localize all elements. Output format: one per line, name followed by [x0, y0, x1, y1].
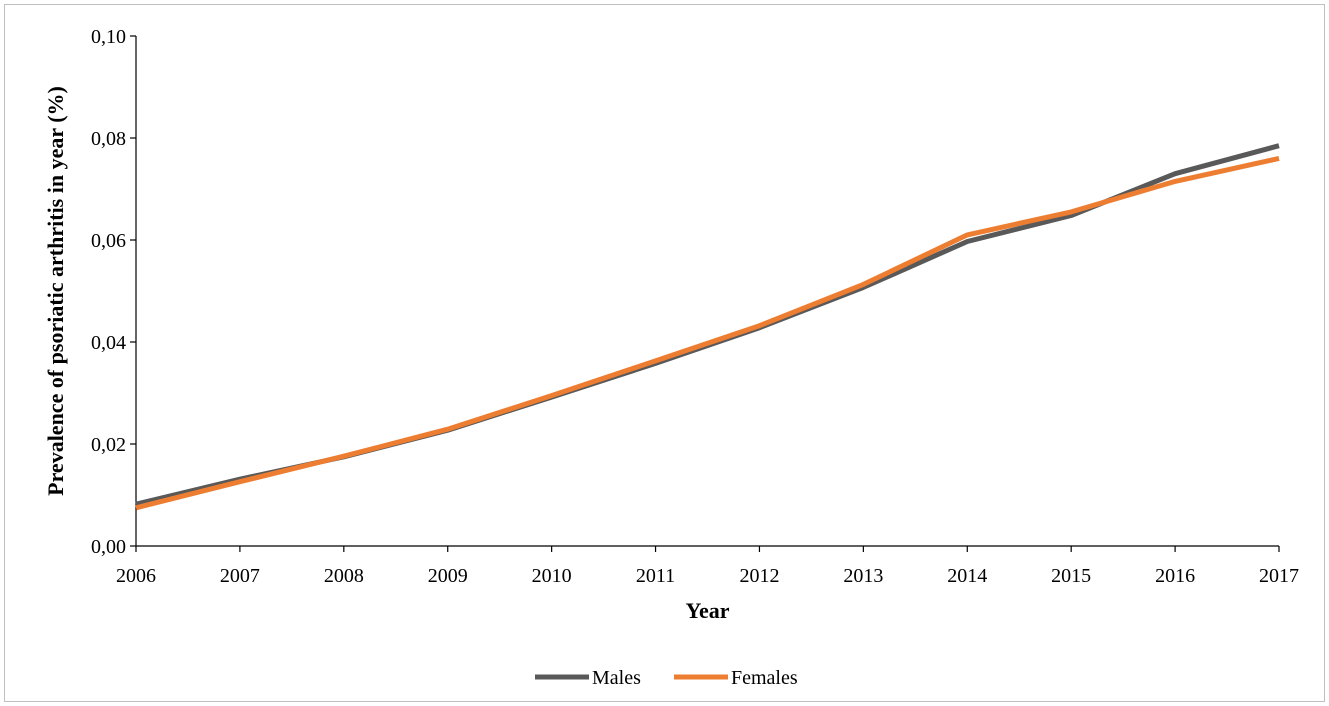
- x-tick-label: 2017: [1259, 565, 1299, 587]
- x-tick-label: 2012: [739, 565, 779, 587]
- x-tick-label: 2016: [1155, 565, 1195, 587]
- x-tick-labels: 2006 2007 2008 2009 2010 2011 2012 2013 2014 2015…: [116, 565, 1299, 587]
- legend: Males Females: [535, 667, 798, 689]
- legend-item-females: Females: [674, 667, 798, 689]
- y-tick-label: 0,02: [91, 434, 126, 456]
- y-axis-title: Prevalence of psoriatic arthritis in yea…: [43, 86, 68, 496]
- legend-label: Males: [592, 667, 641, 689]
- x-tick-label: 2010: [532, 565, 572, 587]
- y-tick-label: 0,04: [91, 332, 126, 354]
- y-tick-label: 0,10: [91, 26, 126, 48]
- x-tick-label: 2013: [843, 565, 883, 587]
- x-tick-label: 2014: [947, 565, 987, 587]
- y-tick-labels: 0,00 0,02 0,04 0,06 0,08 0,10: [91, 26, 126, 558]
- x-tick-label: 2008: [324, 565, 364, 587]
- x-axis-title: Year: [686, 598, 730, 623]
- x-tick-label: 2006: [116, 565, 156, 587]
- x-tick-label: 2015: [1051, 565, 1091, 587]
- chart-frame: [4, 4, 1325, 702]
- legend-label: Females: [731, 667, 798, 689]
- x-tick-label: 2011: [636, 565, 675, 587]
- series-lines: [135, 143, 1280, 511]
- y-tick-label: 0,00: [91, 536, 126, 558]
- x-tick-label: 2007: [220, 565, 260, 587]
- axes: [130, 35, 1280, 552]
- x-tick-label: 2009: [428, 565, 468, 587]
- series-line-females: [135, 155, 1280, 511]
- legend-item-males: Males: [535, 667, 641, 689]
- y-tick-label: 0,06: [91, 230, 126, 252]
- y-tick-label: 0,08: [91, 128, 126, 150]
